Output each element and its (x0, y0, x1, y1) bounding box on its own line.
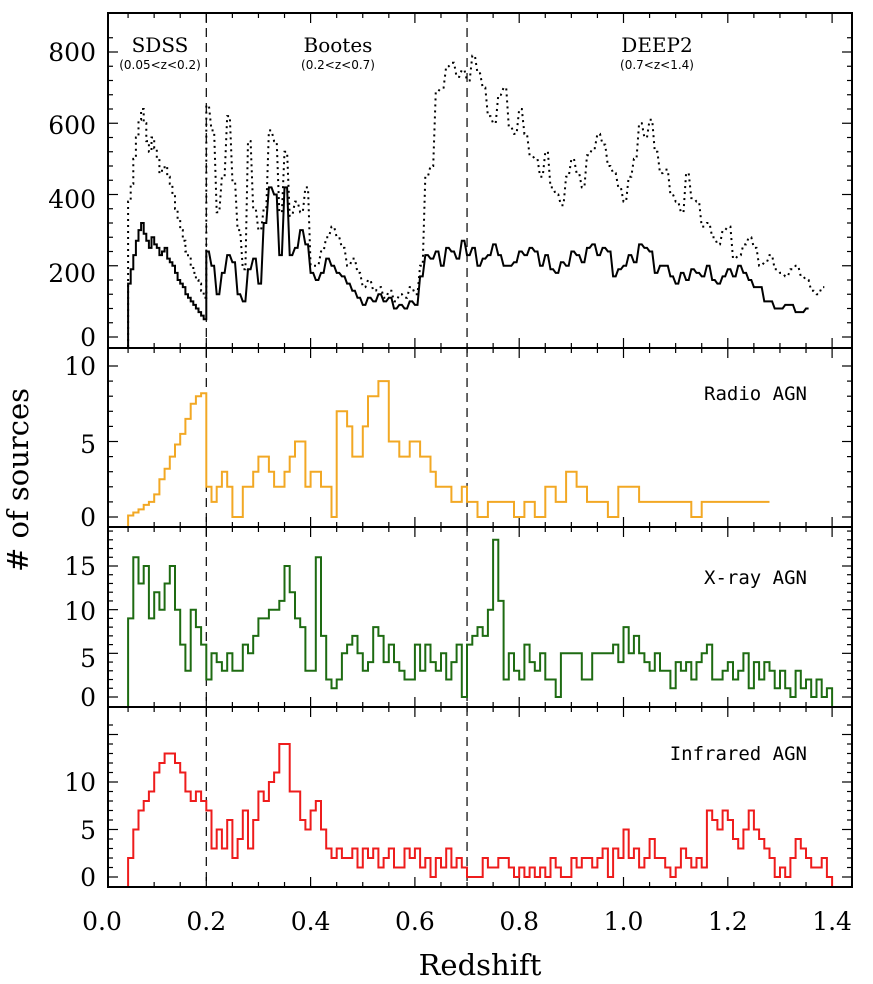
survey-name-sdss: SDSS (132, 33, 189, 57)
survey-range-sdss: (0.05<z<0.2) (119, 58, 201, 72)
panel-label-infrared: Infrared AGN (670, 743, 807, 765)
x-tick-label: 0.6 (395, 907, 435, 936)
y-axis-title: # of sources (1, 388, 35, 572)
panel-label-radio: Radio AGN (704, 383, 807, 405)
histogram-series (127, 743, 834, 886)
y-tick-label: 15 (64, 552, 96, 581)
panel-label-xray: X-ray AGN (704, 567, 807, 589)
y-tick-label: 10 (64, 597, 96, 626)
x-tick-label: 0.8 (499, 907, 539, 936)
x-tick-label: 0.2 (186, 907, 226, 936)
y-tick-label: 400 (48, 185, 96, 214)
y-tick-label: 5 (80, 644, 96, 673)
survey-range-bootes: (0.2<z<0.7) (301, 58, 375, 72)
panels-layer (107, 12, 853, 888)
x-tick-label: 0.0 (82, 907, 122, 936)
survey-name-deep2: DEEP2 (621, 33, 692, 57)
y-tick-label: 0 (80, 863, 96, 892)
x-tick-label: 1.2 (708, 907, 748, 936)
histogram-series (127, 54, 825, 347)
x-tick-label: 0.4 (291, 907, 331, 936)
y-tick-label: 5 (80, 816, 96, 845)
histogram-series (127, 538, 834, 706)
panel-frame (107, 12, 853, 349)
survey-range-deep2: (0.7<z<1.4) (620, 58, 694, 72)
y-tick-label: 800 (48, 38, 96, 67)
histogram-series (127, 380, 770, 526)
y-tick-label: 10 (64, 352, 96, 381)
y-tick-label: 10 (64, 768, 96, 797)
y-tick-label: 0 (80, 323, 96, 352)
x-tick-label: 1.0 (604, 907, 644, 936)
histogram-series (127, 186, 809, 347)
y-tick-label: 5 (80, 430, 96, 459)
survey-name-bootes: Bootes (304, 33, 373, 57)
panel-frame (107, 526, 853, 708)
panel-frame (107, 347, 853, 528)
y-tick-label: 0 (80, 683, 96, 712)
x-axis-title: Redshift (419, 948, 542, 982)
x-tick-label: 1.4 (812, 907, 852, 936)
y-tick-label: 0 (80, 503, 96, 532)
y-tick-label: 200 (48, 259, 96, 288)
y-tick-label: 600 (48, 111, 96, 140)
panel-frame (107, 706, 853, 888)
